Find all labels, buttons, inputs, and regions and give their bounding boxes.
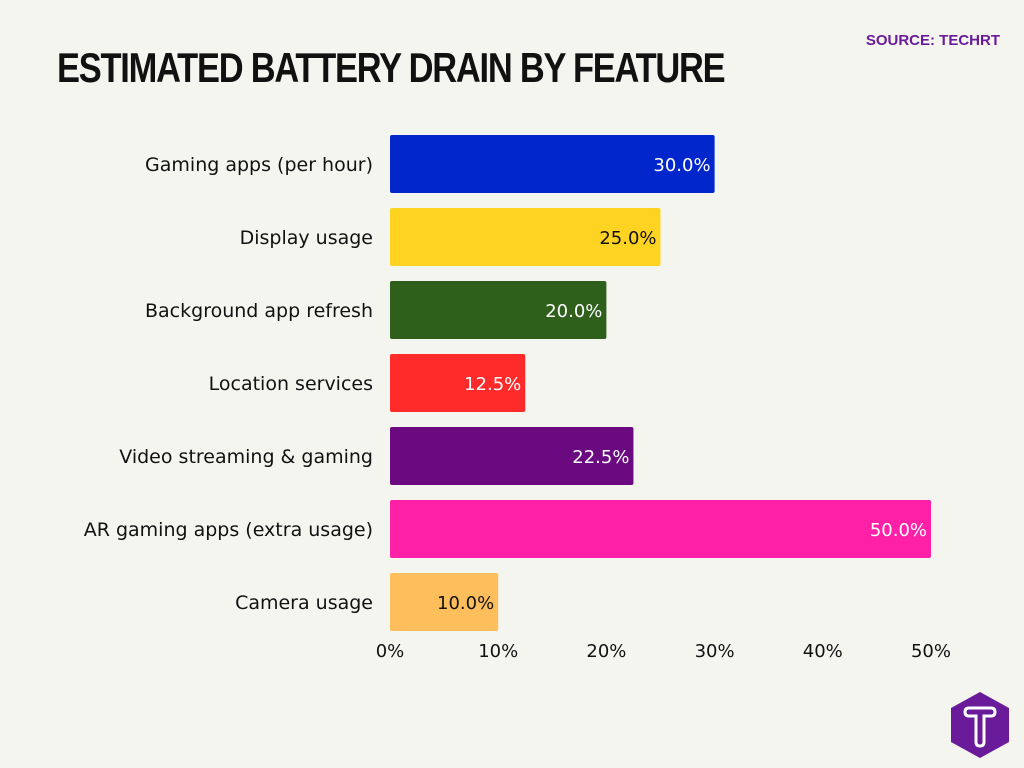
bar <box>390 281 607 339</box>
x-tick-label: 40% <box>803 641 843 662</box>
x-tick-label: 50% <box>911 641 951 662</box>
x-tick-label: 0% <box>376 641 405 662</box>
data-label: 10.0% <box>437 593 494 614</box>
category-label: Video streaming & gaming <box>119 446 373 468</box>
category-label: Camera usage <box>235 592 373 614</box>
data-label: 30.0% <box>653 155 710 176</box>
category-label: Background app refresh <box>145 300 373 322</box>
bar <box>390 427 634 485</box>
category-label: Gaming apps (per hour) <box>145 154 373 176</box>
bar <box>390 500 931 558</box>
x-tick-label: 30% <box>695 641 735 662</box>
x-tick-label: 10% <box>478 641 518 662</box>
data-label: 50.0% <box>870 520 927 541</box>
data-label: 22.5% <box>572 447 629 468</box>
techrt-logo-icon <box>951 692 1009 758</box>
bar <box>390 135 715 193</box>
data-label: 20.0% <box>545 301 602 322</box>
source-label: SOURCE: TECHRT <box>865 32 1000 49</box>
data-label: 12.5% <box>464 374 521 395</box>
data-label: 25.0% <box>599 228 656 249</box>
bar <box>390 208 661 266</box>
chart-title: ESTIMATED BATTERY DRAIN BY FEATURE <box>57 44 726 91</box>
bar <box>390 573 499 631</box>
category-label: Location services <box>209 373 373 395</box>
category-label: Display usage <box>240 227 373 249</box>
category-label: AR gaming apps (extra usage) <box>84 519 373 541</box>
bar <box>390 354 526 412</box>
x-tick-label: 20% <box>586 641 626 662</box>
